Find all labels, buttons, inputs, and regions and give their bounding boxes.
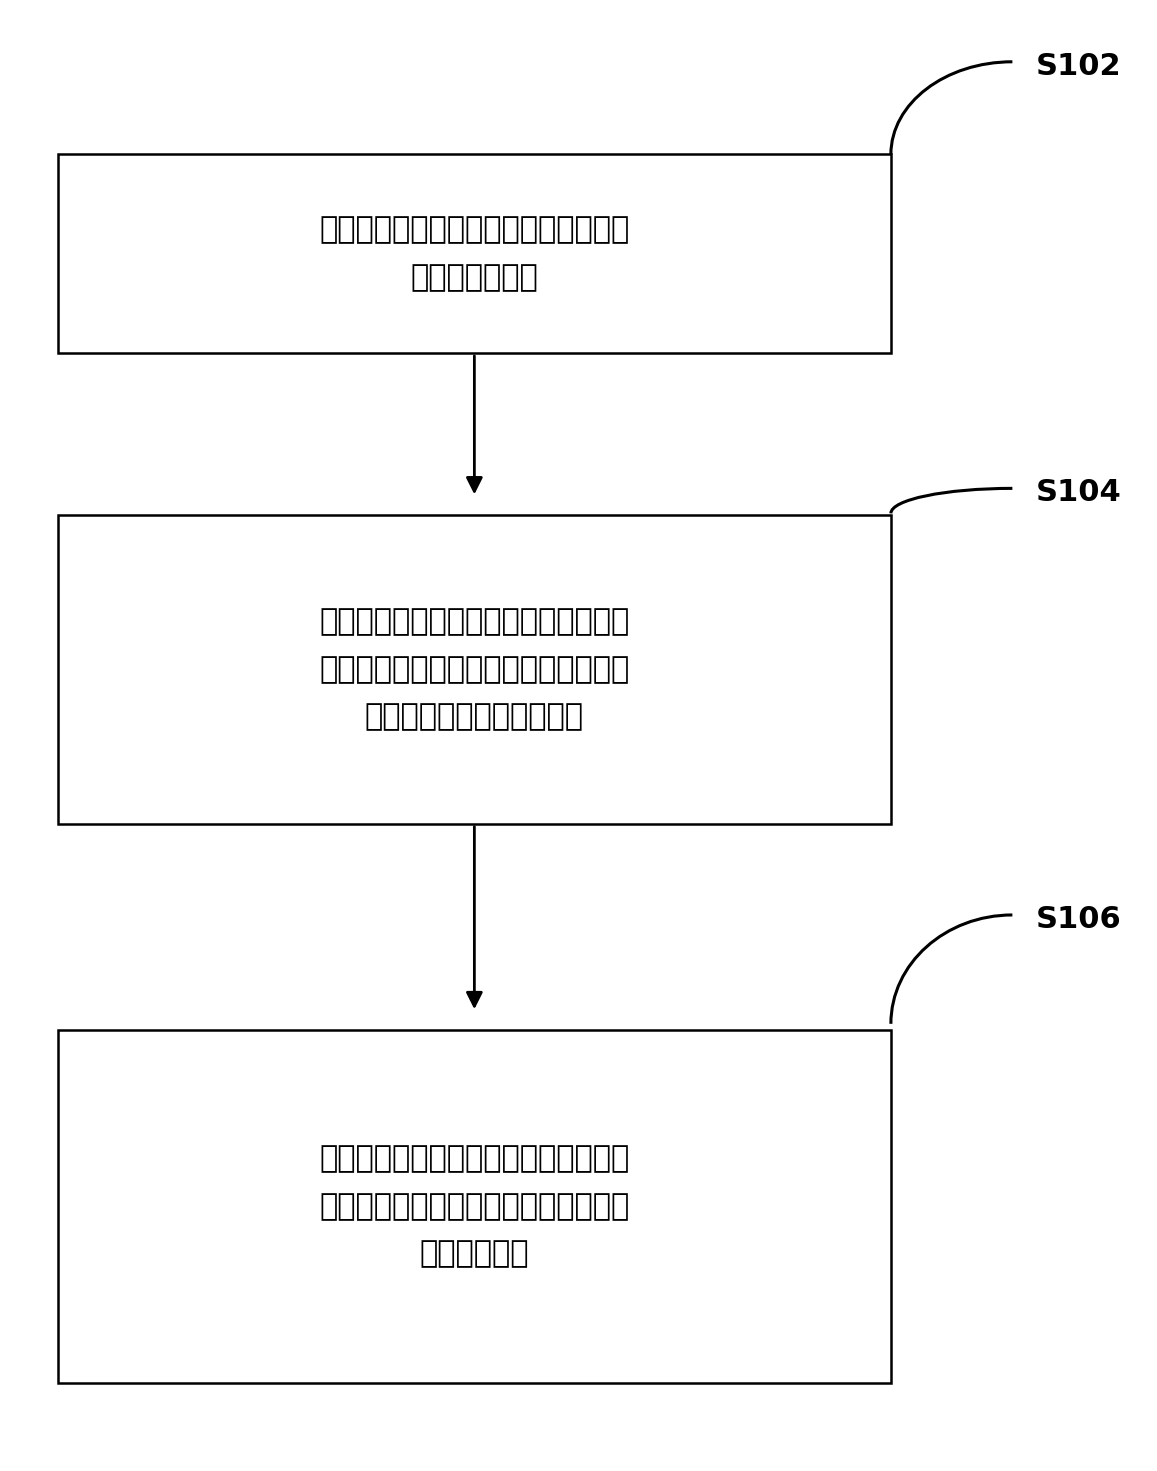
Text: 在所述当前指示周期中的指示位置抵达
时，在所述指示位置对应的下行子帧中
发送指示信令: 在所述当前指示周期中的指示位置抵达 时，在所述指示位置对应的下行子帧中 发送指示… xyxy=(319,1144,629,1268)
Bar xyxy=(58,154,891,353)
Text: S106: S106 xyxy=(1036,905,1121,934)
Text: S104: S104 xyxy=(1036,478,1121,507)
Text: 根据预设的周期时长确定当前指示周期
和下个指示周期: 根据预设的周期时长确定当前指示周期 和下个指示周期 xyxy=(319,216,629,291)
Bar xyxy=(58,515,891,824)
Text: S102: S102 xyxy=(1036,51,1121,81)
Bar xyxy=(58,1030,891,1383)
Text: 获取预设的在当前指示周期中的指示位
置，所述指示位置为预设的一个或一个
以上的下行子帧的时序位置: 获取预设的在当前指示周期中的指示位 置，所述指示位置为预设的一个或一个 以上的下… xyxy=(319,608,629,731)
